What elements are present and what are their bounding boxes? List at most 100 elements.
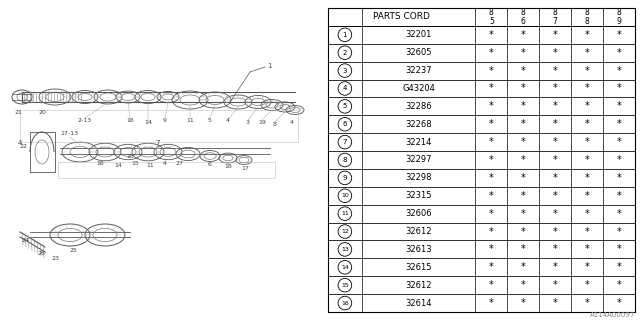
Text: *: * (489, 280, 493, 290)
Text: *: * (585, 191, 589, 201)
Text: *: * (521, 155, 525, 165)
Text: 32298: 32298 (405, 173, 432, 182)
Text: *: * (553, 137, 557, 147)
Text: *: * (489, 244, 493, 254)
Text: 4: 4 (18, 140, 22, 146)
Text: 8: 8 (273, 122, 277, 126)
Text: *: * (617, 101, 621, 111)
Text: 4: 4 (226, 117, 230, 123)
Text: 32214: 32214 (405, 138, 432, 147)
Text: 32615: 32615 (405, 263, 432, 272)
Text: *: * (553, 227, 557, 236)
Text: 5: 5 (208, 117, 212, 123)
Text: 4: 4 (290, 121, 294, 125)
Text: *: * (585, 244, 589, 254)
Text: *: * (521, 209, 525, 219)
Text: *: * (585, 298, 589, 308)
Text: 27-13: 27-13 (61, 131, 79, 136)
Text: *: * (489, 227, 493, 236)
Text: *: * (553, 244, 557, 254)
Text: 32606: 32606 (405, 209, 432, 218)
Text: 2-13: 2-13 (78, 117, 92, 123)
Text: 32268: 32268 (405, 120, 432, 129)
Text: 14: 14 (144, 121, 152, 125)
Text: 32612: 32612 (405, 281, 432, 290)
Text: *: * (585, 137, 589, 147)
Text: *: * (585, 209, 589, 219)
Text: 2: 2 (342, 50, 347, 56)
Text: 24: 24 (22, 238, 30, 243)
Text: 32286: 32286 (405, 102, 432, 111)
Text: 32614: 32614 (405, 299, 432, 308)
Text: *: * (521, 101, 525, 111)
Text: *: * (617, 262, 621, 272)
Text: 32612: 32612 (405, 227, 432, 236)
Text: 20: 20 (38, 109, 46, 115)
Text: *: * (521, 244, 525, 254)
Text: *: * (521, 137, 525, 147)
Text: *: * (553, 298, 557, 308)
Text: 9: 9 (342, 175, 347, 181)
Text: *: * (521, 227, 525, 236)
Text: *: * (521, 119, 525, 129)
Text: 9: 9 (163, 117, 167, 123)
Text: 32613: 32613 (405, 245, 432, 254)
Text: 3: 3 (246, 119, 250, 124)
Text: *: * (585, 262, 589, 272)
Text: 27: 27 (176, 161, 184, 166)
Text: *: * (489, 101, 493, 111)
Text: 25: 25 (70, 248, 78, 253)
Text: *: * (617, 173, 621, 183)
Text: 32237: 32237 (405, 66, 432, 75)
Text: 16: 16 (341, 300, 349, 306)
Text: 6: 6 (208, 162, 212, 167)
Text: 11: 11 (186, 117, 194, 123)
Text: *: * (489, 137, 493, 147)
Text: *: * (489, 155, 493, 165)
Text: *: * (521, 298, 525, 308)
Text: 7: 7 (155, 140, 159, 146)
Text: *: * (521, 191, 525, 201)
Text: *: * (553, 155, 557, 165)
Text: 19: 19 (258, 119, 266, 124)
Text: *: * (489, 298, 493, 308)
Text: *: * (489, 209, 493, 219)
Text: 22: 22 (20, 144, 28, 149)
Text: 16: 16 (126, 117, 134, 123)
Text: *: * (617, 298, 621, 308)
Text: 8: 8 (342, 157, 347, 163)
Text: *: * (617, 227, 621, 236)
Text: 14: 14 (341, 265, 349, 270)
Text: 18: 18 (224, 164, 232, 169)
Text: 14: 14 (114, 163, 122, 168)
Text: *: * (489, 119, 493, 129)
Text: 17: 17 (241, 166, 249, 171)
Text: 15: 15 (341, 283, 349, 288)
Text: *: * (521, 30, 525, 40)
Text: 23: 23 (52, 256, 60, 261)
Text: *: * (521, 280, 525, 290)
Text: A114A00097: A114A00097 (589, 312, 635, 318)
Text: *: * (553, 101, 557, 111)
Text: *: * (617, 155, 621, 165)
Text: *: * (553, 191, 557, 201)
Text: 26: 26 (38, 251, 46, 256)
Text: *: * (585, 30, 589, 40)
Text: PARTS CORD: PARTS CORD (373, 12, 430, 21)
Text: 12: 12 (341, 229, 349, 234)
Text: *: * (521, 262, 525, 272)
Text: 8
7: 8 7 (553, 8, 557, 26)
Text: *: * (617, 66, 621, 76)
Text: *: * (585, 280, 589, 290)
Text: *: * (617, 191, 621, 201)
Text: 32201: 32201 (405, 30, 432, 39)
Text: *: * (553, 209, 557, 219)
Text: G43204: G43204 (402, 84, 435, 93)
Text: *: * (553, 48, 557, 58)
Text: *: * (617, 280, 621, 290)
Text: 5: 5 (342, 103, 347, 109)
Text: 6: 6 (342, 121, 347, 127)
Text: 13: 13 (341, 247, 349, 252)
Text: *: * (489, 191, 493, 201)
Text: 8
9: 8 9 (616, 8, 621, 26)
